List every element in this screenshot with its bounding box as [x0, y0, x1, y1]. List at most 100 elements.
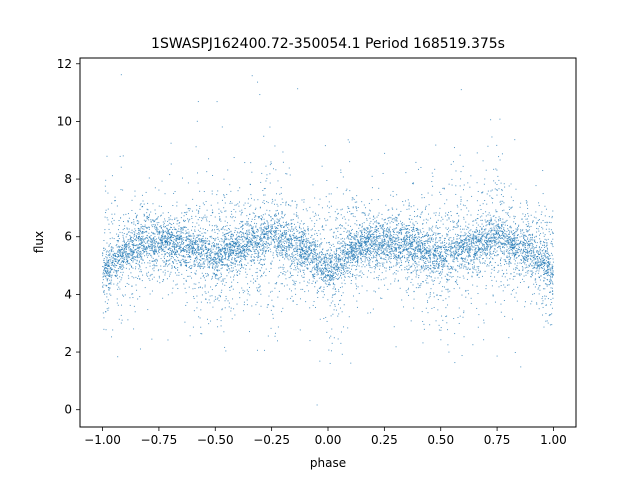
data-point: [131, 251, 133, 253]
data-point: [476, 274, 478, 276]
data-point: [281, 224, 283, 226]
data-point: [198, 262, 200, 264]
data-point: [412, 236, 414, 238]
data-point: [230, 261, 232, 263]
data-point: [408, 251, 410, 253]
data-point: [166, 242, 168, 244]
data-point: [147, 209, 149, 211]
data-point: [511, 232, 513, 234]
data-point: [448, 279, 450, 281]
data-point: [331, 328, 333, 330]
data-point: [368, 238, 370, 240]
data-point: [132, 254, 134, 256]
data-point: [187, 218, 189, 220]
data-point: [261, 253, 263, 255]
data-point: [408, 242, 410, 244]
data-point: [503, 243, 505, 245]
data-point: [385, 243, 387, 245]
data-point: [519, 254, 521, 256]
data-point: [419, 241, 421, 243]
data-point: [231, 281, 233, 283]
data-point: [325, 259, 327, 261]
data-point: [400, 257, 402, 259]
data-point: [181, 250, 183, 252]
data-point: [109, 271, 111, 273]
data-point: [476, 235, 478, 237]
data-point: [191, 265, 193, 267]
data-point: [260, 225, 262, 227]
data-point: [407, 230, 409, 232]
data-point: [407, 250, 409, 252]
data-point: [133, 252, 135, 254]
data-point: [224, 278, 226, 280]
data-point: [486, 257, 488, 259]
data-point: [256, 235, 258, 237]
data-point: [130, 237, 132, 239]
data-point: [112, 223, 114, 225]
data-point: [217, 202, 219, 204]
data-point: [240, 231, 242, 233]
data-point: [351, 199, 353, 201]
data-point: [130, 254, 132, 256]
data-point: [492, 245, 494, 247]
data-point: [284, 250, 286, 252]
data-point: [327, 299, 329, 301]
data-point: [461, 235, 463, 237]
data-point: [451, 256, 453, 258]
data-point: [440, 237, 442, 239]
data-point: [500, 281, 502, 283]
data-point: [406, 238, 408, 240]
data-point: [164, 253, 166, 255]
data-point: [515, 247, 517, 249]
data-point: [324, 254, 326, 256]
data-point: [300, 248, 302, 250]
data-point: [513, 236, 515, 238]
data-point: [199, 317, 201, 319]
data-point: [312, 238, 314, 240]
data-point: [406, 265, 408, 267]
data-point: [222, 247, 224, 249]
data-point: [329, 270, 331, 272]
data-point: [507, 243, 509, 245]
data-point: [270, 236, 272, 238]
data-point: [138, 253, 140, 255]
data-point: [317, 270, 319, 272]
data-point: [314, 254, 316, 256]
data-point: [190, 238, 192, 240]
data-point: [121, 246, 123, 248]
data-point: [406, 242, 408, 244]
data-point: [503, 202, 505, 204]
data-point: [129, 253, 131, 255]
data-point: [160, 215, 162, 217]
data-point: [381, 245, 383, 247]
data-point: [450, 272, 452, 274]
data-point: [299, 227, 301, 229]
data-point: [465, 296, 467, 298]
data-point: [262, 236, 264, 238]
data-point: [486, 235, 488, 236]
data-point: [160, 214, 162, 216]
data-point: [104, 248, 106, 250]
data-point: [286, 232, 288, 234]
data-point: [249, 240, 251, 242]
data-point: [230, 252, 232, 254]
data-point: [476, 254, 478, 256]
data-point: [308, 257, 310, 259]
data-point: [103, 260, 105, 262]
data-point: [453, 147, 455, 149]
data-point: [197, 252, 199, 254]
data-point: [515, 257, 517, 259]
data-point: [201, 249, 203, 251]
data-point: [506, 263, 508, 265]
data-point: [265, 227, 267, 229]
data-point: [523, 239, 525, 241]
data-point: [269, 182, 271, 184]
data-point: [463, 218, 465, 220]
data-point: [182, 259, 184, 261]
data-point: [309, 217, 311, 219]
data-point: [385, 256, 387, 258]
data-point: [351, 213, 353, 215]
data-point: [355, 208, 357, 210]
data-point: [432, 238, 434, 240]
data-point: [247, 238, 249, 240]
